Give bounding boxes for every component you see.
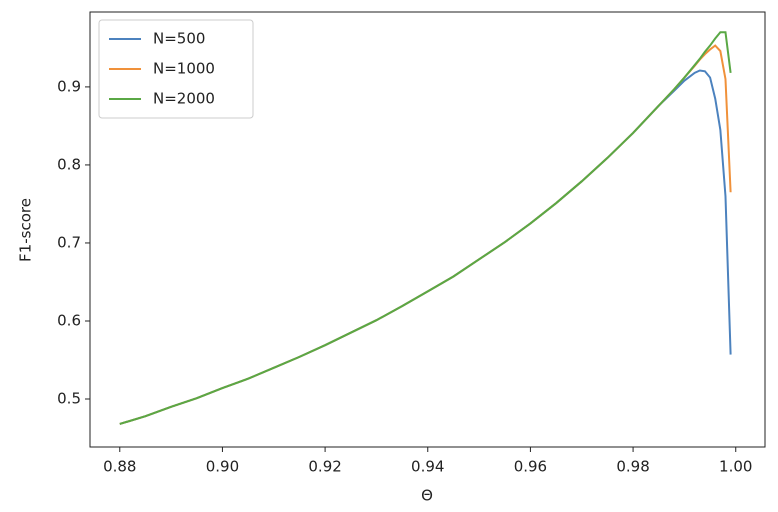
- y-axis-label: F1-score: [17, 198, 35, 262]
- x-axis-label: Θ: [421, 487, 433, 505]
- x-tick-label: 0.92: [308, 458, 341, 476]
- series-line: [119, 69, 732, 425]
- x-tick-label: 1.00: [719, 458, 752, 476]
- legend-label: N=500: [153, 30, 205, 48]
- plot-frame: [89, 11, 766, 448]
- legend-label: N=2000: [153, 90, 215, 108]
- x-tick-label: 0.94: [411, 458, 444, 476]
- y-tick-label: 0.9: [57, 77, 81, 95]
- series-line: [119, 31, 732, 425]
- legend-label: N=1000: [153, 60, 215, 78]
- y-tick-label: 0.5: [57, 390, 81, 408]
- x-tick-label: 0.88: [103, 458, 136, 476]
- y-tick-label: 0.7: [57, 233, 81, 251]
- x-tick-label: 0.90: [206, 458, 239, 476]
- x-tick-label: 0.98: [616, 458, 649, 476]
- y-tick-label: 0.6: [57, 311, 81, 329]
- x-tick-label: 0.96: [514, 458, 547, 476]
- legend-box: [98, 19, 254, 119]
- y-tick-label: 0.8: [57, 155, 81, 173]
